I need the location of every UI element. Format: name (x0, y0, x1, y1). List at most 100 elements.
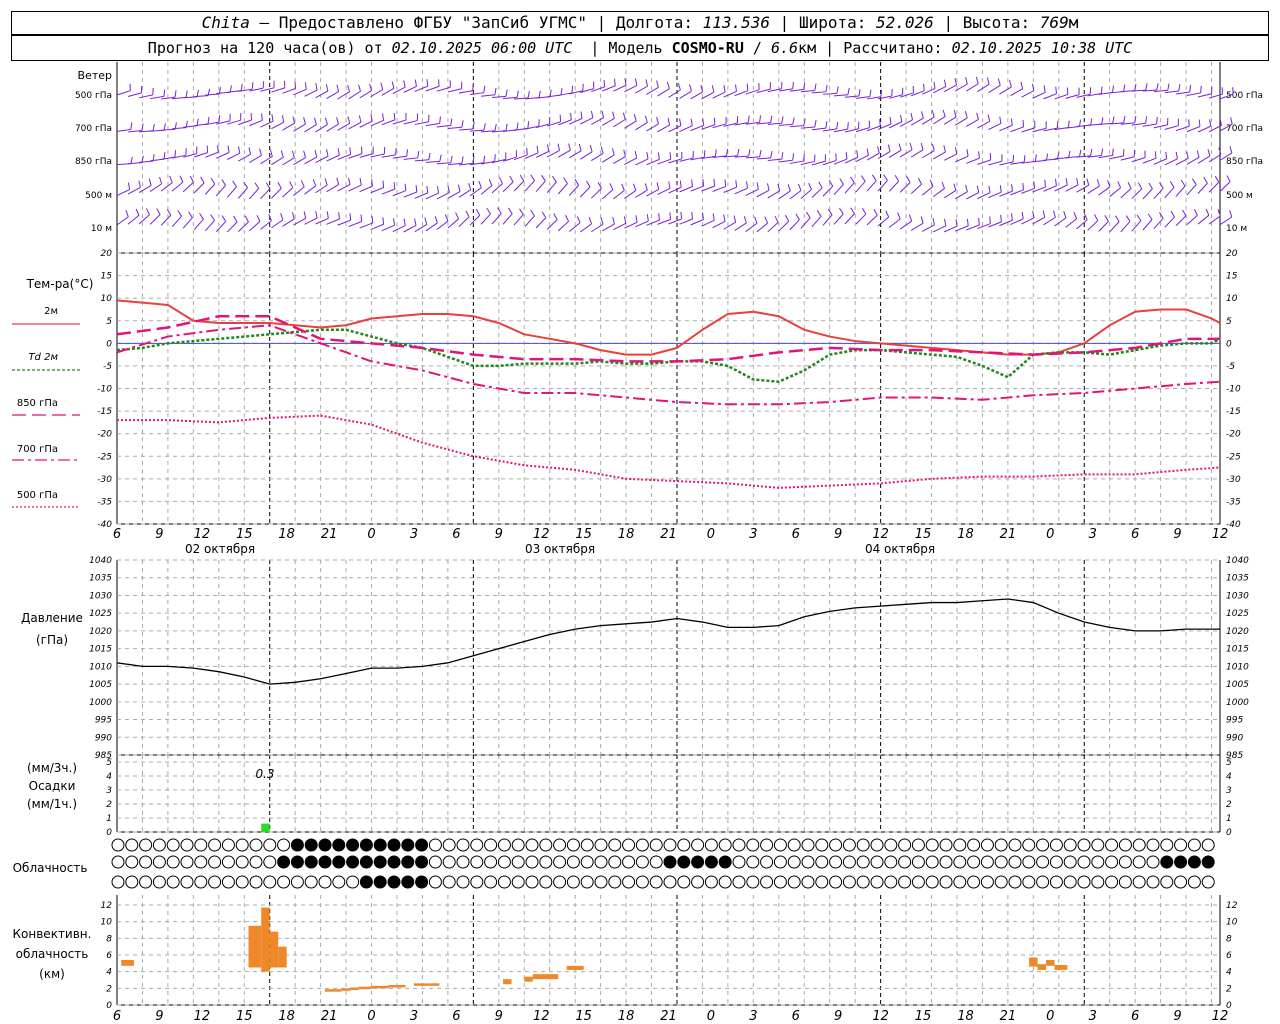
wind-barb (580, 88, 594, 93)
wind-barb-feather (898, 143, 902, 151)
time-tick-label: 9 (155, 1009, 163, 1024)
wind-barb-feather (997, 78, 1001, 86)
wind-barb-feather (792, 153, 795, 161)
wind-barb (116, 216, 129, 226)
wind-barb (745, 188, 759, 196)
time-tick-label: 9 (1173, 1009, 1181, 1024)
wind-barb (194, 152, 208, 158)
wind-barb (293, 186, 305, 197)
wind-barb (1054, 184, 1068, 192)
cloud-cover-symbol (1118, 838, 1132, 852)
cloud-cover-symbol (290, 855, 304, 869)
convective-bar (269, 931, 279, 968)
wind-barb-feather (417, 150, 420, 159)
wind-barb (546, 149, 560, 158)
wind-barb (359, 153, 374, 158)
wind-barb-feather (450, 155, 453, 163)
wind-barb (260, 120, 274, 128)
wind-barb-feather (152, 154, 155, 162)
wind-barb (932, 151, 946, 160)
wind-barb (1142, 219, 1153, 231)
wind-barb-feather (455, 212, 459, 220)
time-tick-label: 9 (834, 527, 842, 542)
cloud-cover-symbol (925, 875, 939, 889)
wind-barb (723, 122, 738, 127)
wind-barb (116, 189, 130, 197)
wind-barb (370, 153, 385, 158)
wind-barb-feather (347, 177, 351, 185)
wind-barb (226, 221, 238, 233)
time-tick-label: 6 (452, 1009, 460, 1024)
wind-barb (723, 155, 738, 158)
wind-barb-feather (1031, 83, 1035, 91)
wind-barb (524, 215, 535, 227)
wind-barb (237, 187, 248, 199)
temp-y-tick-right: 5 (1226, 317, 1232, 327)
wind-barb-feather (240, 83, 243, 91)
wind-barb-feather (1125, 215, 1131, 222)
wind-barb-feather (166, 208, 172, 216)
wind-barb (546, 181, 557, 193)
wind-barb-feather (200, 176, 205, 184)
wind-barb (403, 157, 418, 160)
cloud-cover-symbol (760, 855, 774, 869)
wind-barb-feather (541, 174, 546, 182)
wind-barb (888, 121, 902, 129)
wind-barb-feather (964, 111, 968, 119)
wind-barb-feather (125, 210, 129, 217)
wind-barb (557, 183, 568, 195)
wind-barb-feather (1127, 181, 1132, 189)
wind-barb (282, 122, 295, 131)
wind-barb (767, 122, 782, 125)
wind-barb (337, 153, 351, 160)
time-tick-label: 18 (618, 527, 635, 542)
convective-bar (358, 986, 372, 990)
precip-title: Осадки (29, 779, 76, 793)
cloud-cover-symbol (1008, 838, 1022, 852)
wind-barb (1131, 188, 1143, 200)
time-tick-label: 18 (957, 527, 974, 542)
precip-bar (261, 823, 270, 832)
wind-barb (778, 220, 790, 232)
pressure-y-tick: 1025 (89, 609, 112, 619)
cloud-cover-symbol (856, 838, 870, 852)
wind-barb (877, 216, 890, 227)
wind-barb (469, 92, 484, 96)
wind-barb-feather (1123, 115, 1126, 123)
wind-barb-feather (726, 148, 729, 156)
wind-barb-feather (986, 77, 990, 85)
wind-barb-feather (909, 142, 913, 150)
wind-barb-feather (656, 80, 659, 88)
wind-barb (414, 121, 429, 126)
precip-y-tick-right: 1 (1226, 814, 1232, 824)
cloud-cover-symbol (415, 875, 429, 889)
wind-barb (855, 127, 870, 133)
wind-barb (569, 90, 583, 95)
cloud-cover-symbol (180, 855, 194, 869)
wind-barb-feather (1229, 210, 1233, 218)
wind-barb (1120, 221, 1131, 233)
cloud-cover-symbol (649, 855, 663, 869)
temp-y-tick-right: -15 (1226, 407, 1241, 417)
cloud-cover-symbol (1036, 838, 1050, 852)
cloud-cover-symbol (139, 855, 153, 869)
wind-barb-feather (634, 151, 638, 159)
wind-barb-feather (570, 112, 572, 120)
wind-barb-feather (1101, 148, 1104, 156)
wind-barb-feather (138, 180, 141, 188)
wind-barb (480, 94, 495, 97)
cloud-cover-symbol (967, 855, 981, 869)
wind-barb (370, 223, 384, 231)
wind-barb-feather (370, 114, 373, 122)
cloud-cover-symbol (221, 855, 235, 869)
wind-barb (800, 126, 815, 129)
wind-barb (579, 223, 592, 233)
time-tick-label: 12 (1212, 527, 1229, 542)
cloud-cover-symbol (1063, 838, 1077, 852)
wind-barb (1208, 93, 1223, 99)
temp-series-2 (116, 314, 1220, 363)
wind-barb (127, 129, 143, 133)
wind-barb-feather (509, 175, 514, 183)
wind-barb-feather (303, 117, 306, 125)
cloud-cover-symbol (580, 875, 594, 889)
